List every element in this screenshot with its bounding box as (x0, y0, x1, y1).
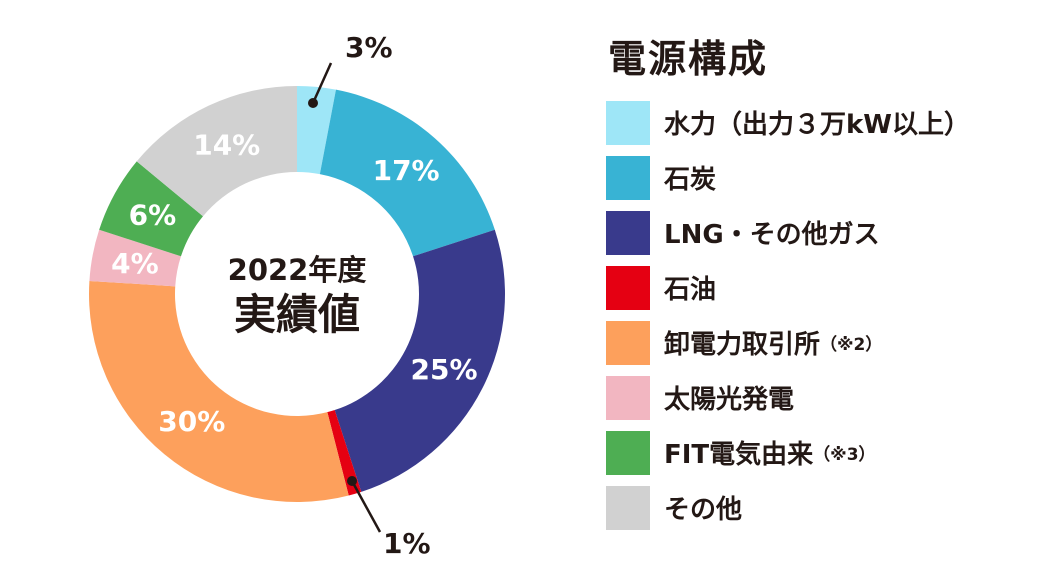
legend-item: 卸電力取引所 （※2） (606, 315, 970, 370)
legend-label: FIT電気由来 (664, 440, 814, 470)
legend-item: 石油 (606, 260, 970, 315)
legend-swatch (606, 100, 650, 145)
legend-swatch (606, 430, 650, 475)
legend-item: 太陽光発電 (606, 370, 970, 425)
data-label-1: 3% (345, 31, 393, 64)
center-label-year: 2022年度 (228, 253, 367, 287)
legend-swatch (606, 210, 650, 255)
slice-6 (89, 229, 181, 287)
legend-label: その他 (664, 495, 743, 525)
data-label-4: 1% (383, 527, 431, 560)
legend-title: 電源構成 (608, 37, 769, 81)
legend-label: 石炭 (664, 165, 717, 195)
legend-item: LNG・その他ガス (606, 205, 970, 260)
slice-5 (89, 280, 349, 503)
legend-label: 水力（出力３万kW以上） (664, 110, 970, 140)
legend-swatch (606, 375, 650, 420)
leader-line-1 (311, 62, 333, 104)
donut-chart: 3% 17% 25% 1% 30% 4% 6% 14% 2022年度 実績値 (89, 31, 505, 560)
legend-note: （※2） (820, 335, 883, 355)
legend-swatch (606, 265, 650, 310)
legend-swatch (606, 320, 650, 365)
slice-1 (297, 86, 336, 175)
legend-item: その他 (606, 480, 970, 535)
legend-label: 卸電力取引所 (664, 330, 821, 360)
data-label-8: 14% (193, 129, 260, 162)
center-label-actual: 実績値 (234, 290, 360, 339)
legend: 電源構成 水力（出力３万kW以上） 石炭 LNG・その他ガス 石油卸電力取引所 （※2）… (606, 28, 970, 535)
legend-label: 太陽光発電 (664, 385, 795, 415)
data-label-3: 25% (411, 353, 478, 386)
slice-4 (327, 410, 362, 496)
legend-item: 水力（出力３万kW以上） (606, 95, 970, 150)
slice-7 (99, 161, 203, 257)
slice-3 (334, 229, 505, 492)
leader-dot-4 (347, 476, 357, 486)
slice-8 (136, 86, 297, 217)
legend-item: FIT電気由来 （※3） (606, 425, 970, 480)
legend-swatch (606, 155, 650, 200)
legend-swatch (606, 485, 650, 530)
legend-label: 石油 (664, 275, 717, 305)
data-label-5: 30% (158, 405, 225, 438)
leader-line-4 (350, 480, 382, 533)
data-label-6: 4% (111, 247, 159, 280)
data-label-7: 6% (129, 199, 177, 232)
slice-2 (319, 89, 495, 257)
data-label-2: 17% (373, 154, 440, 187)
leader-dot-1 (308, 98, 318, 108)
legend-note: （※3） (813, 445, 876, 465)
legend-item: 石炭 (606, 150, 970, 205)
legend-label: LNG・その他ガス (664, 220, 880, 250)
